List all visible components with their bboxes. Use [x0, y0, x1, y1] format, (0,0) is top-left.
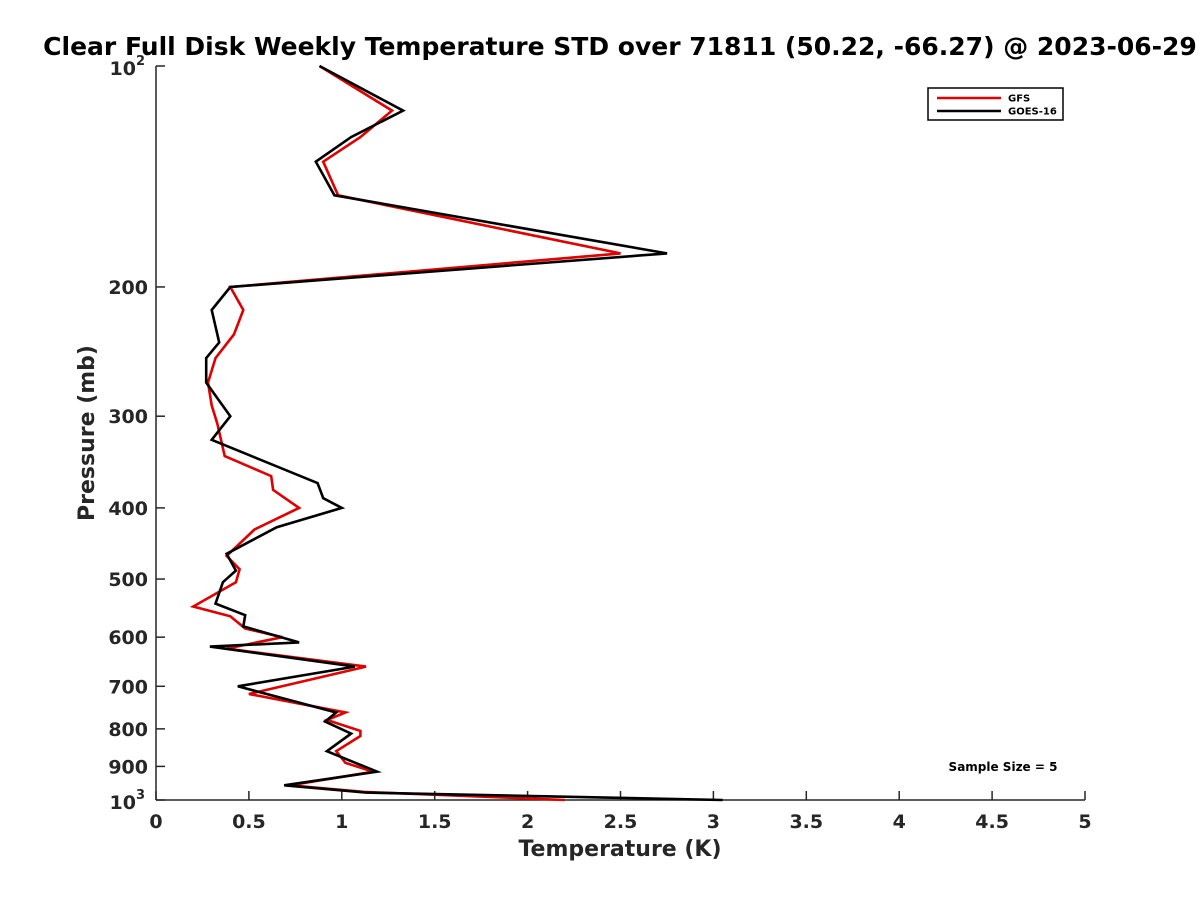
- y-tick-label: 200: [108, 277, 148, 299]
- y-tick-label-power: 10 3: [110, 788, 145, 814]
- x-tick-label: 2: [521, 811, 534, 833]
- y-tick-label: 800: [108, 719, 148, 741]
- y-tick-label: 700: [108, 676, 148, 698]
- series-lines: [189, 64, 723, 802]
- y-tick-label-base: 10: [110, 58, 136, 80]
- x-tick-label: 1.5: [418, 811, 452, 833]
- series-line-gfs: [189, 64, 621, 802]
- x-tick-label: 3: [707, 811, 720, 833]
- y-tick-label-base: 10: [110, 792, 136, 814]
- y-tick-label: 500: [108, 569, 148, 591]
- x-tick-label: 4.5: [975, 811, 1009, 833]
- series-line-goes-16: [204, 64, 723, 802]
- x-tick-label: 5: [1078, 811, 1091, 833]
- y-axis-label: Pressure (mb): [75, 345, 100, 521]
- y-tick-label: 600: [108, 627, 148, 649]
- y-tick-label: 900: [108, 756, 148, 778]
- x-tick-label: 0: [149, 811, 162, 833]
- x-tick-label: 0.5: [232, 811, 266, 833]
- x-tick-label: 3.5: [789, 811, 823, 833]
- y-tick-label-exponent: 2: [136, 54, 145, 69]
- y-tick-label: 400: [108, 498, 148, 520]
- chart-title: Clear Full Disk Weekly Temperature STD o…: [43, 32, 1197, 61]
- legend-label: GOES-16: [1008, 107, 1057, 118]
- sample-size-annotation: Sample Size = 5: [949, 760, 1058, 774]
- x-tick-label: 4: [893, 811, 906, 833]
- y-tick-label-power: 10 2: [110, 54, 145, 80]
- x-tick-label: 2.5: [604, 811, 638, 833]
- legend: GFS GOES-16: [927, 87, 1064, 121]
- legend-box: [927, 87, 1064, 121]
- x-axis-ticks: 0 0.5 1 1.5 2 2.5 3 3.5 4 4.5 5: [149, 791, 1092, 833]
- legend-label: GFS: [1008, 94, 1030, 105]
- x-tick-label: 1: [335, 811, 348, 833]
- y-tick-label: 300: [108, 406, 148, 428]
- y-tick-label-exponent: 3: [136, 788, 145, 803]
- axes: [155, 66, 1085, 801]
- x-axis-label: Temperature (K): [518, 837, 721, 862]
